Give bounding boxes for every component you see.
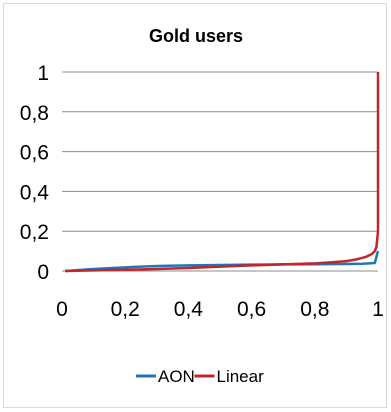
- x-tick-label: 0: [56, 298, 68, 321]
- x-tick-label: 1: [372, 298, 384, 321]
- chart-frame: [3, 3, 387, 408]
- legend-label-linear: Linear: [217, 367, 265, 386]
- x-tick-label: 0,6: [237, 298, 266, 321]
- y-tick-label: 0: [37, 261, 49, 284]
- series-line-linear: [65, 72, 380, 273]
- x-tick-label: 0,4: [174, 298, 204, 321]
- y-tick-label: 0,8: [20, 102, 49, 125]
- x-tick-label: 0,8: [300, 298, 329, 321]
- series-line-aon: [65, 250, 380, 273]
- series-layer: [65, 72, 380, 273]
- axis-layer: 0 0,2 0,4 0,6 0,8 1 0 0,2 0,4 0,6 0,8 1: [20, 62, 384, 321]
- y-tick-label: 0,2: [20, 221, 49, 244]
- chart-title: Gold users: [149, 26, 243, 46]
- y-tick-label: 1: [37, 62, 49, 85]
- legend: AON Linear: [136, 367, 264, 386]
- y-tick-label: 0,6: [20, 142, 49, 165]
- legend-label-aon: AON: [158, 367, 195, 386]
- x-tick-label: 0,2: [111, 298, 140, 321]
- y-tick-label: 0,4: [20, 181, 50, 204]
- grid-layer: [62, 71, 378, 232]
